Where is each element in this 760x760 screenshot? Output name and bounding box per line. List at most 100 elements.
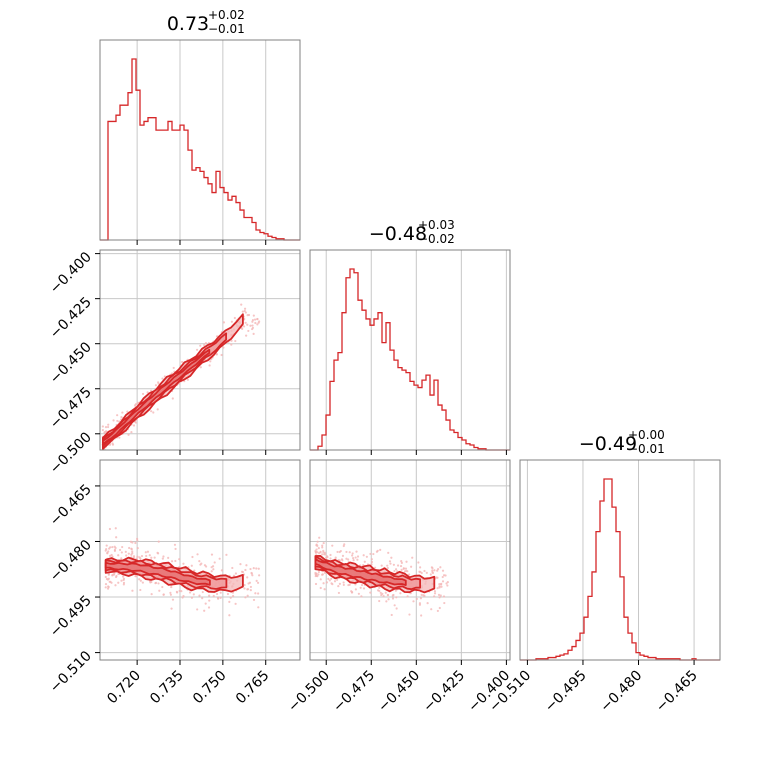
scatter-point xyxy=(341,559,344,562)
scatter-point xyxy=(423,594,426,597)
scatter-point xyxy=(255,567,258,570)
panel-frame xyxy=(99,459,301,661)
scatter-point xyxy=(324,553,327,556)
scatter-point xyxy=(128,546,131,550)
scatter-point xyxy=(352,559,355,562)
scatter-point xyxy=(115,536,118,539)
scatter-point xyxy=(121,545,124,549)
scatter-point xyxy=(209,360,212,363)
scatter-point xyxy=(154,384,158,387)
scatter-point xyxy=(380,593,383,597)
scatter-point xyxy=(240,303,243,306)
scatter-point xyxy=(134,541,137,545)
scatter-point xyxy=(244,311,247,314)
scatter-point xyxy=(442,595,446,598)
scatter-point xyxy=(418,602,422,605)
scatter-point xyxy=(107,585,110,589)
scatter-point xyxy=(441,575,444,579)
scatter-point xyxy=(117,581,120,584)
frame-layer xyxy=(99,39,721,661)
scatter-point xyxy=(243,587,246,590)
scatter-point xyxy=(356,555,360,558)
scatter-point xyxy=(174,547,177,551)
scatter-point xyxy=(144,551,147,554)
scatter-point xyxy=(192,593,195,596)
scatter-point xyxy=(210,553,214,556)
scatter-point xyxy=(257,567,260,570)
scatter-point xyxy=(419,597,423,600)
y-tick-label: −0.500 xyxy=(47,429,95,477)
scatter-point xyxy=(391,594,394,597)
scatter-point xyxy=(402,567,405,570)
scatter-point xyxy=(246,594,249,597)
scatter-point xyxy=(322,582,325,585)
scatter-point xyxy=(157,582,160,585)
histogram-step-2 xyxy=(520,478,720,661)
x-tick-label: −0.495 xyxy=(542,668,590,716)
scatter-point xyxy=(210,570,213,573)
scatter-point xyxy=(247,329,250,333)
scatter-point xyxy=(446,580,449,584)
scatter-point xyxy=(360,595,363,598)
scatter-point xyxy=(131,589,134,592)
scatter-point xyxy=(336,550,339,554)
scatter-point xyxy=(136,555,139,558)
scatter-point xyxy=(181,360,184,364)
scatter-point xyxy=(378,589,381,593)
scatter-point xyxy=(321,544,324,547)
scatter-point xyxy=(104,586,107,589)
scatter-point xyxy=(317,547,320,550)
contour-level-3 xyxy=(102,348,211,446)
scatter-point xyxy=(384,591,387,594)
scatter-point xyxy=(386,593,389,597)
scatter-point xyxy=(330,582,333,585)
scatter-point xyxy=(101,425,104,428)
scatter-point xyxy=(369,552,372,556)
panel-frame xyxy=(309,459,511,661)
scatter-point xyxy=(431,570,434,574)
scatter-point xyxy=(153,556,156,559)
scatter-point xyxy=(337,591,341,595)
scatter-point xyxy=(120,579,123,582)
scatter-point xyxy=(420,593,423,596)
scatter-point xyxy=(112,419,115,422)
scatter-point xyxy=(439,566,442,569)
scatter-point xyxy=(365,555,368,558)
scatter-point xyxy=(316,540,319,543)
scatter-point xyxy=(395,607,398,610)
scatter-point xyxy=(218,557,221,560)
x-tick-label: −0.500 xyxy=(285,668,333,716)
scatter-point xyxy=(438,585,441,588)
y-tick-label: −0.510 xyxy=(47,648,95,696)
scatter-point xyxy=(446,584,449,587)
scatter-point xyxy=(330,577,333,580)
scatter-point xyxy=(208,594,211,597)
scatter-point xyxy=(136,547,139,550)
scatter-point xyxy=(391,597,395,600)
scatter-point xyxy=(333,580,337,583)
scatter-point xyxy=(201,597,204,600)
scatter-point xyxy=(370,563,373,566)
pair-panel-0-1 xyxy=(101,303,261,450)
scatter-point xyxy=(387,598,390,601)
scatter-point xyxy=(217,597,220,600)
scatter-point xyxy=(244,321,247,324)
scatter-point xyxy=(212,568,215,571)
scatter-point xyxy=(318,552,321,555)
scatter-point xyxy=(245,564,248,567)
scatter-point xyxy=(256,323,259,326)
scatter-point xyxy=(174,559,177,563)
scatter-point xyxy=(436,609,439,613)
scatter-point xyxy=(433,569,436,572)
x-tick-label: 0.750 xyxy=(190,668,230,708)
scatter-point xyxy=(228,600,231,603)
param-title-plus-1: +0.03 xyxy=(418,218,455,232)
scatter-point xyxy=(393,569,396,573)
scatter-point xyxy=(438,596,441,599)
scatter-point xyxy=(341,554,345,557)
scatter-point xyxy=(351,554,354,557)
scatter-point xyxy=(408,573,411,576)
scatter-point xyxy=(233,316,236,320)
x-tick-label: −0.425 xyxy=(420,668,468,716)
scatter-point xyxy=(338,582,341,585)
